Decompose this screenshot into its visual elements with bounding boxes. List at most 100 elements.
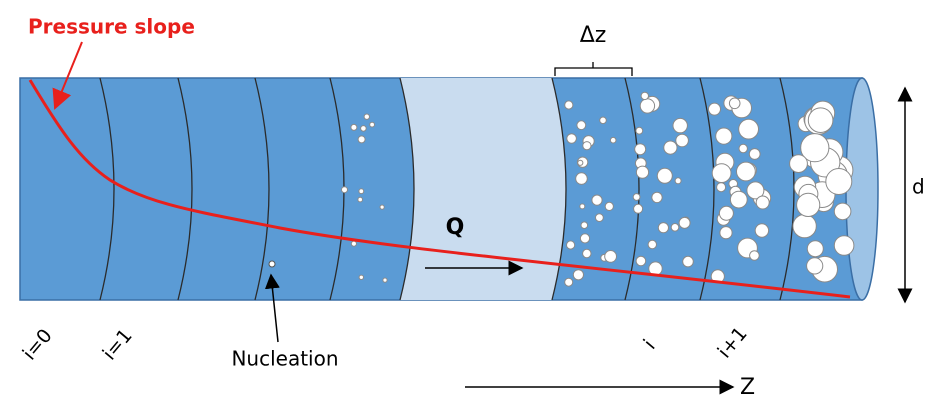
bubble	[635, 165, 650, 179]
delta-z-label: Δz	[580, 23, 607, 48]
bubble	[749, 250, 760, 261]
bubble	[792, 213, 817, 239]
bubble	[633, 203, 644, 214]
bubble	[358, 188, 365, 195]
bubble	[728, 97, 741, 110]
bubble	[566, 240, 576, 250]
bubble	[604, 201, 614, 211]
bubble	[715, 127, 733, 145]
bubble	[806, 240, 824, 258]
cylinder-end	[845, 77, 879, 301]
bubble	[357, 196, 364, 203]
flow-label: Q	[446, 215, 465, 240]
bubble	[729, 190, 748, 209]
bubble	[672, 117, 688, 134]
bubble	[716, 182, 727, 193]
pressure-label: Pressure slope	[28, 15, 195, 39]
bubble	[719, 226, 733, 240]
bubble	[350, 123, 358, 131]
bubble	[748, 148, 761, 160]
bubble	[579, 233, 591, 244]
bubble	[572, 269, 585, 281]
bubble	[566, 133, 577, 144]
bubble	[635, 126, 644, 135]
segment-label: i+1	[713, 323, 751, 363]
segment-label: i=0	[18, 325, 56, 365]
bubble	[357, 135, 366, 144]
delta-z-bracket	[554, 62, 633, 76]
bubble	[582, 248, 592, 259]
bubble	[682, 255, 694, 268]
bubble	[379, 204, 385, 210]
pressure-arrow	[52, 41, 83, 110]
bubble	[651, 191, 663, 204]
bubble	[800, 133, 830, 163]
gas-free-section	[400, 78, 566, 300]
bubble	[639, 98, 656, 114]
bubble	[663, 140, 678, 155]
segment-line	[399, 77, 415, 301]
bubble	[341, 186, 348, 194]
bubble	[833, 235, 855, 256]
bubble	[789, 154, 808, 174]
bubble	[609, 136, 617, 144]
bubble	[746, 181, 765, 200]
nucleation-bubble	[268, 260, 276, 268]
bubble	[647, 239, 657, 250]
bubble	[708, 102, 721, 116]
bubble	[580, 221, 589, 229]
bubble	[564, 277, 574, 287]
bubbles	[341, 91, 855, 287]
bubble	[595, 213, 604, 223]
bubble	[582, 141, 592, 151]
bubble	[670, 223, 680, 232]
bubble	[564, 100, 574, 110]
bubble	[579, 203, 586, 210]
bubble	[599, 116, 607, 125]
bubble	[640, 91, 649, 101]
segment-line	[177, 77, 193, 301]
bubble	[358, 274, 364, 280]
segment-label: i	[639, 336, 659, 354]
bubble	[754, 223, 770, 238]
bubble	[632, 193, 641, 201]
bubble	[634, 143, 647, 156]
diameter-label: d	[912, 175, 925, 199]
bubble	[807, 107, 834, 133]
bubble	[674, 177, 682, 185]
nucleation-arrow	[264, 273, 280, 343]
bubble	[833, 202, 852, 221]
bubble	[678, 216, 691, 229]
bubble	[806, 257, 824, 275]
nucleation-label: Nucleation	[231, 347, 338, 371]
bubble	[382, 277, 388, 283]
pressure-curve	[28, 79, 851, 299]
bubble	[657, 222, 670, 234]
bubble	[656, 167, 673, 184]
segment-line	[551, 77, 567, 301]
bubble	[738, 143, 748, 154]
bubble	[796, 192, 821, 217]
bubble	[604, 250, 617, 263]
bubble	[575, 172, 588, 185]
bubble	[363, 113, 370, 120]
bubble	[825, 168, 853, 195]
segment-line	[99, 77, 115, 301]
bubble	[711, 163, 732, 184]
z-axis-label: Z	[740, 375, 755, 400]
bubble	[576, 120, 587, 131]
bubble	[369, 121, 376, 128]
bubble	[360, 125, 367, 132]
segment-line	[254, 77, 270, 301]
bubble	[675, 133, 689, 148]
bubble	[591, 194, 603, 206]
bubble	[738, 118, 759, 140]
bubble	[577, 159, 584, 166]
segment-line	[699, 77, 715, 301]
bubble	[718, 205, 734, 221]
bubble	[350, 240, 357, 247]
bubble	[755, 195, 770, 210]
bubble	[635, 255, 647, 267]
segment-label: i=1	[98, 325, 136, 365]
